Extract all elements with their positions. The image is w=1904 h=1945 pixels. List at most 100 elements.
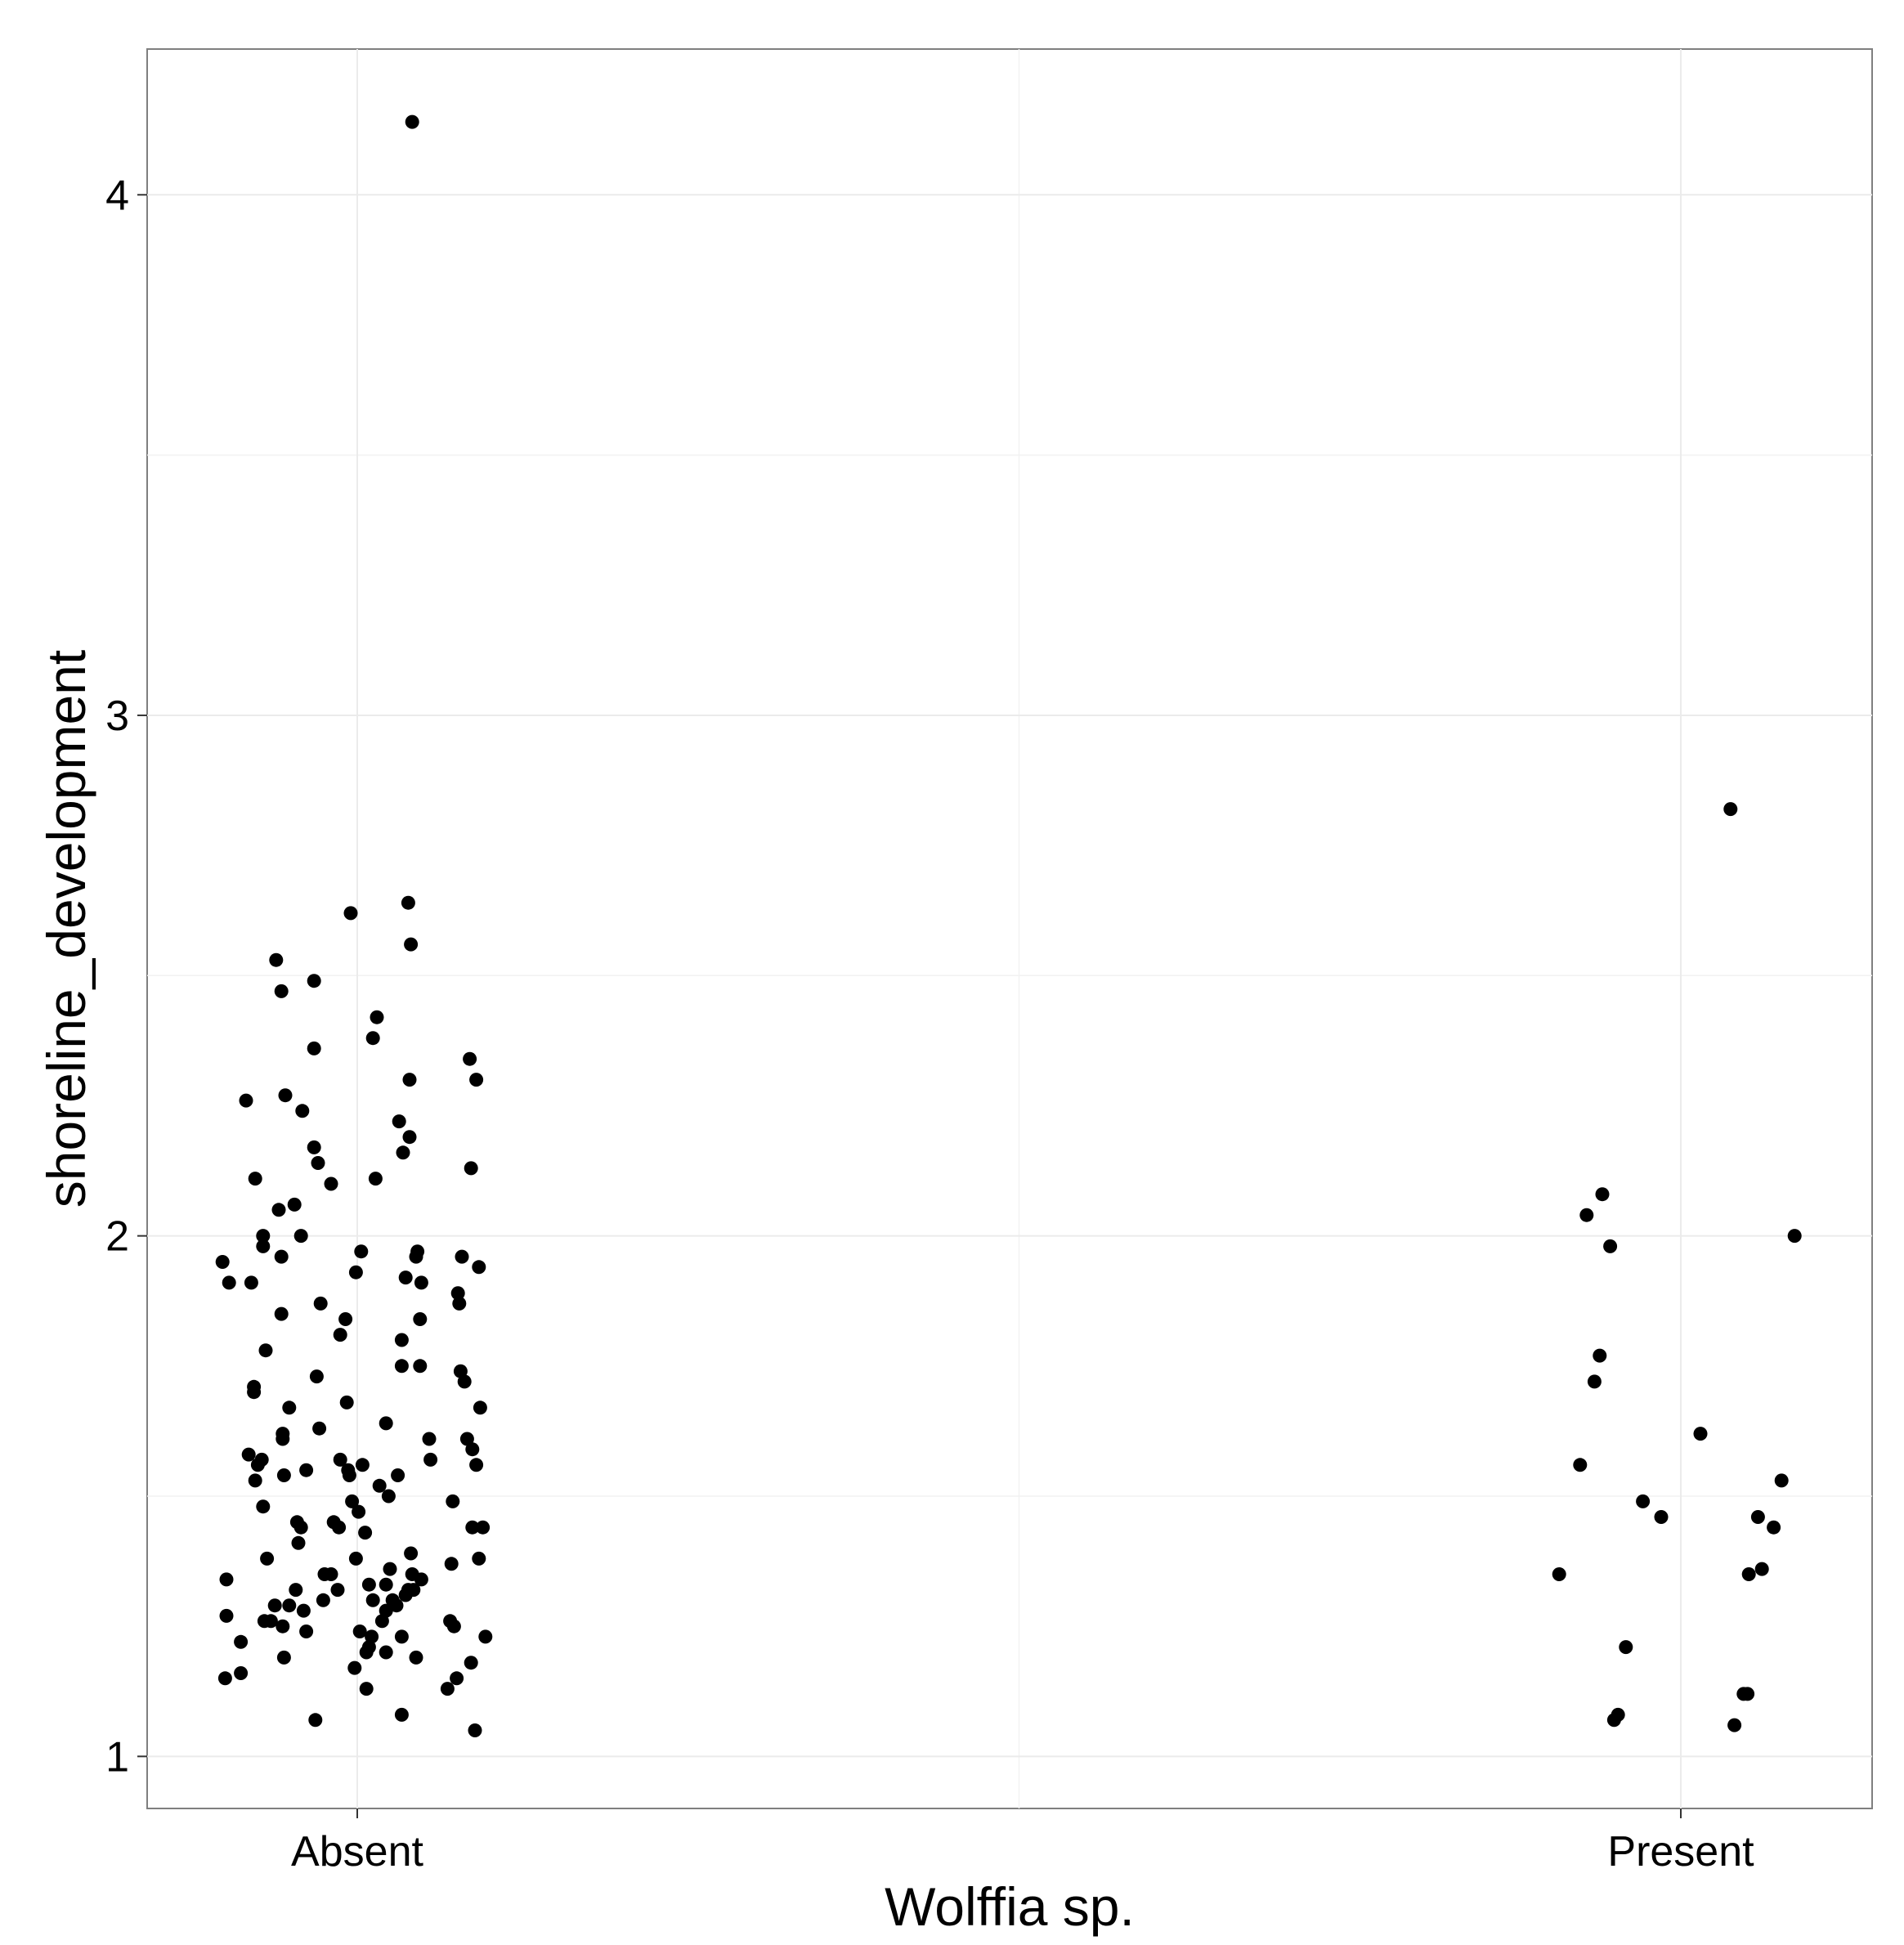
data-point [1787, 1229, 1802, 1244]
data-point [398, 1588, 413, 1602]
data-point [394, 1629, 409, 1644]
data-point [464, 1656, 478, 1670]
data-point [354, 1244, 369, 1259]
data-point [379, 1577, 393, 1592]
data-point [396, 1145, 410, 1160]
data-point [267, 1598, 282, 1613]
data-point [324, 1176, 338, 1191]
data-point [1727, 1718, 1742, 1732]
data-point [423, 1452, 438, 1467]
data-point [472, 1551, 486, 1566]
data-point [295, 1104, 310, 1118]
data-point [383, 1562, 397, 1576]
data-point [316, 1593, 330, 1607]
data-point [1774, 1473, 1789, 1488]
data-point [276, 1650, 291, 1665]
data-point [409, 1650, 423, 1665]
data-point [257, 1614, 271, 1629]
data-point [450, 1286, 465, 1301]
data-point [219, 1608, 234, 1623]
data-point [405, 114, 419, 129]
data-point [404, 937, 419, 952]
data-point [1723, 802, 1738, 817]
data-point [469, 1458, 484, 1472]
data-point [333, 1328, 347, 1342]
data-point [394, 1333, 409, 1347]
data-point [365, 1031, 380, 1046]
data-point [247, 1385, 262, 1400]
data-point [1750, 1510, 1765, 1524]
minor-gridlines [147, 49, 1872, 1808]
data-point [440, 1682, 455, 1696]
data-point [1736, 1687, 1751, 1701]
data-point [312, 1421, 327, 1436]
data-point [478, 1629, 493, 1644]
data-point [215, 1255, 230, 1269]
data-point [352, 1504, 366, 1519]
x-tick-label: Present [1607, 1828, 1754, 1876]
data-point [276, 1468, 291, 1482]
data-point [455, 1249, 469, 1264]
data-point [465, 1442, 480, 1457]
data-point [472, 1260, 486, 1275]
data-point [1573, 1458, 1588, 1472]
data-point [468, 1723, 482, 1737]
y-tick-label: 3 [105, 692, 129, 740]
y-axis-title: shoreline_development [36, 650, 96, 1208]
data-point [271, 1203, 286, 1217]
data-point [258, 1343, 273, 1358]
data-point [473, 1400, 487, 1415]
data-point [308, 1713, 323, 1728]
data-point [394, 1707, 409, 1722]
data-point [374, 1614, 389, 1629]
y-tick-label: 4 [105, 172, 129, 219]
data-point [338, 1312, 353, 1326]
data-point [1767, 1520, 1781, 1535]
data-point [1754, 1562, 1769, 1576]
data-point [278, 1088, 293, 1103]
data-point [274, 1249, 289, 1264]
data-point [244, 1275, 258, 1290]
data-point [222, 1275, 236, 1290]
data-point [307, 1140, 321, 1154]
data-point [444, 1557, 459, 1571]
y-tick-label: 1 [105, 1733, 129, 1781]
data-point [402, 1130, 417, 1145]
data-point [446, 1494, 460, 1508]
data-point [476, 1520, 491, 1535]
x-axis: Absent Present [291, 1808, 1754, 1876]
data-point [248, 1172, 262, 1186]
data-point [1654, 1510, 1669, 1524]
data-point [299, 1625, 314, 1638]
data-point [355, 1458, 370, 1472]
data-point [365, 1593, 380, 1607]
data-point [413, 1312, 428, 1326]
data-point [282, 1400, 297, 1415]
data-point [307, 1041, 321, 1055]
data-point [347, 1660, 362, 1675]
data-point [217, 1671, 232, 1686]
data-point [256, 1229, 271, 1244]
data-point [287, 1197, 302, 1212]
data-point [459, 1432, 474, 1446]
data-point [404, 1546, 419, 1561]
data-point [339, 1395, 354, 1409]
data-point [269, 952, 284, 967]
data-point [343, 906, 358, 921]
data-point [1693, 1427, 1708, 1441]
data-points [215, 114, 1802, 1737]
data-point [1619, 1640, 1633, 1655]
data-point [234, 1666, 249, 1680]
plot-panel [146, 48, 1873, 1809]
data-point [274, 1306, 289, 1321]
data-point [398, 1271, 413, 1285]
data-point [446, 1619, 461, 1634]
data-point [248, 1473, 262, 1488]
data-point [348, 1551, 363, 1566]
data-point [379, 1416, 393, 1431]
data-point [313, 1296, 328, 1311]
data-point [296, 1603, 311, 1618]
data-point [256, 1239, 271, 1253]
data-point [359, 1645, 374, 1660]
